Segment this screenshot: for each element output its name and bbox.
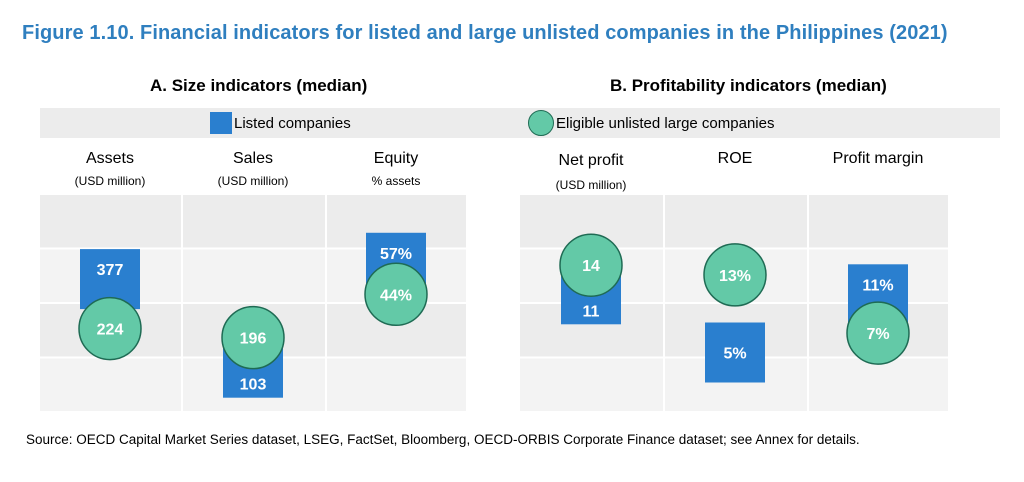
unlisted-marker-net-profit <box>559 233 623 297</box>
legend-item-listed: Listed companies <box>210 108 351 138</box>
unlisted-label-assets: 224 <box>97 322 124 339</box>
unlisted-marker-profit-margin <box>846 301 910 365</box>
panel-b-title: B. Profitability indicators (median) <box>610 76 887 95</box>
listed-label-assets: 377 <box>97 262 124 279</box>
listed-label-sales: 103 <box>240 377 267 394</box>
category-unit-sales: (USD million) <box>217 174 289 188</box>
category-label-net-profit: Net profit <box>558 152 624 169</box>
listed-label-roe: 5% <box>723 346 746 363</box>
category-unit-assets: (USD million) <box>74 174 146 188</box>
circle-marker-icon <box>528 110 554 136</box>
category-unit-net-profit: (USD million) <box>555 178 627 192</box>
column-divider <box>325 195 327 413</box>
listed-label-profit-margin: 11% <box>862 277 893 294</box>
legend-label-listed: Listed companies <box>234 114 351 132</box>
category-label-assets: Assets <box>85 150 134 167</box>
unlisted-marker-assets <box>78 296 142 361</box>
category-label-profit-margin: Profit margin <box>832 150 924 167</box>
panel-a-title: A. Size indicators (median) <box>150 76 368 95</box>
unlisted-label-net-profit: 14 <box>582 258 600 275</box>
unlisted-marker-equity <box>364 262 428 327</box>
unlisted-label-roe: 13% <box>719 268 751 285</box>
legend-item-unlisted: Eligible unlisted large companies <box>528 108 774 138</box>
category-unit-equity: % assets <box>371 174 421 188</box>
legend: Listed companies Eligible unlisted large… <box>40 108 1000 138</box>
source-note: Source: OECD Capital Market Series datas… <box>26 432 860 447</box>
listed-label-equity: 57% <box>380 246 412 263</box>
unlisted-marker-roe <box>703 243 767 307</box>
unlisted-label-profit-margin: 7% <box>866 326 889 343</box>
listed-label-net-profit: 11 <box>583 303 600 320</box>
listed-marker-roe <box>705 322 765 383</box>
category-label-roe: ROE <box>717 150 753 167</box>
unlisted-label-sales: 196 <box>240 331 267 348</box>
column-divider <box>807 195 809 413</box>
square-marker-icon <box>210 112 232 134</box>
column-divider <box>181 195 183 413</box>
category-label-sales: Sales <box>232 150 274 167</box>
legend-label-unlisted: Eligible unlisted large companies <box>556 114 775 132</box>
column-divider <box>663 195 665 413</box>
category-label-equity: Equity <box>373 150 419 167</box>
unlisted-marker-sales <box>221 305 285 370</box>
figure-title: Figure 1.10. Financial indicators for li… <box>22 22 948 44</box>
unlisted-label-equity: 44% <box>380 287 412 304</box>
